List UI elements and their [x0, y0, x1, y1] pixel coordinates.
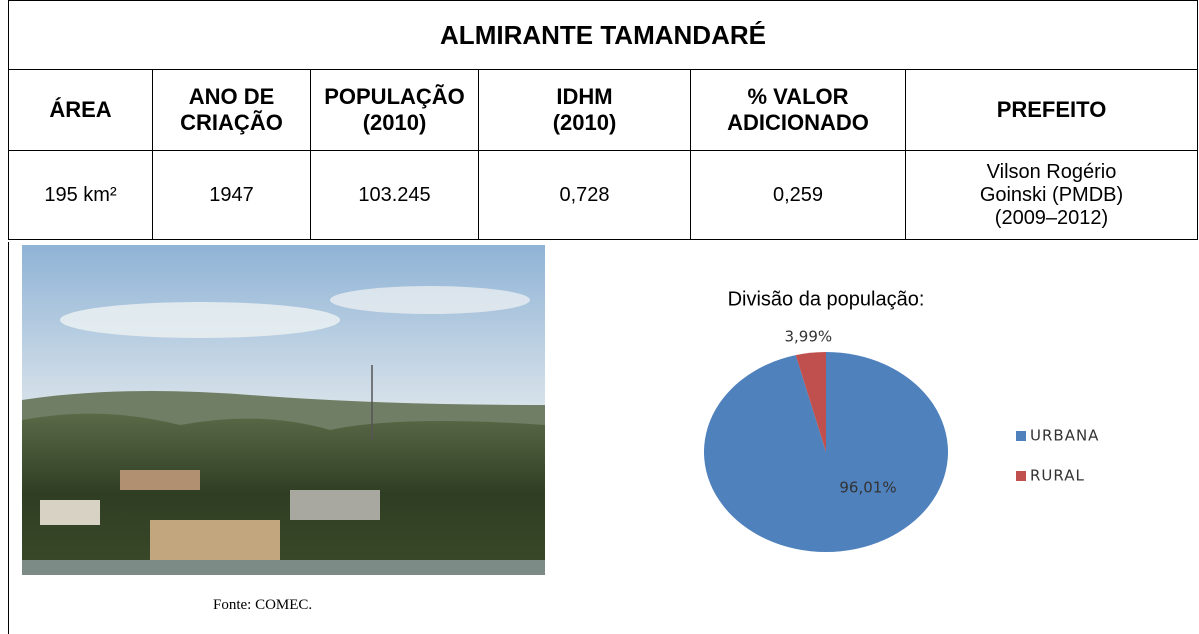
slice-label: 3,99% — [784, 327, 832, 345]
pie-slice — [795, 352, 826, 452]
data-cell: 103.245 — [310, 150, 479, 240]
data-cell: Vilson Rogério Goinski (PMDB) (2009–2012… — [905, 150, 1198, 240]
table-title: ALMIRANTE TAMANDARÉ — [8, 0, 1198, 70]
chart-title: Divisão da população: — [728, 288, 925, 310]
header-cell: POPULAÇÃO (2010) — [310, 69, 479, 151]
header-cell: PREFEITO — [905, 69, 1198, 151]
info-table: ALMIRANTE TAMANDARÉ ÁREA ANO DE CRIAÇÃO PO… — [8, 0, 1198, 240]
header-cell: IDHM (2010) — [478, 69, 691, 151]
data-cell: 0,728 — [478, 150, 691, 240]
photo — [22, 245, 545, 575]
slice-label: 96,01% — [839, 479, 896, 497]
data-cell: 0,259 — [690, 150, 906, 240]
legend-swatch — [1016, 471, 1026, 481]
data-cell: 1947 — [152, 150, 311, 240]
cell-border — [8, 242, 9, 634]
photo-caption: Fonte: COMEC. — [213, 597, 313, 613]
data-cell: 195 km² — [8, 150, 153, 240]
pie-slice — [703, 352, 948, 552]
legend-label: RURAL — [1030, 467, 1085, 485]
legend-label: URBANA — [1030, 427, 1099, 445]
legend-swatch — [1016, 431, 1026, 441]
header-cell: ANO DE CRIAÇÃO — [152, 69, 311, 151]
header-cell: % VALOR ADICIONADO — [690, 69, 906, 151]
